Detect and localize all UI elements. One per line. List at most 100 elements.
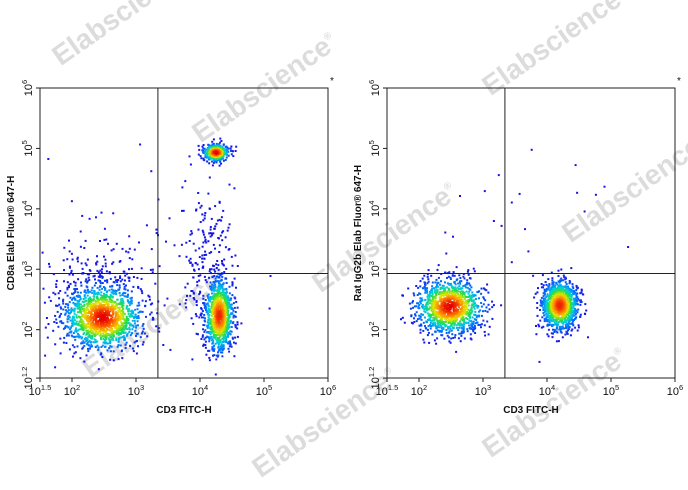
event-dot (122, 311, 125, 314)
event-dot (212, 341, 214, 344)
event-dot (200, 308, 203, 311)
event-dot (207, 349, 210, 352)
event-dot (555, 288, 558, 291)
event-dot (466, 330, 469, 333)
event-dot (105, 336, 108, 339)
event-dot (553, 293, 556, 296)
event-dot (543, 304, 546, 307)
event-dot (445, 292, 447, 295)
event-dot (567, 315, 570, 317)
event-dot (551, 311, 554, 314)
event-dot (563, 327, 566, 330)
event-dot (439, 323, 442, 326)
event-dot (63, 269, 65, 272)
event-dot (485, 306, 488, 309)
event-dot (227, 304, 230, 307)
event-dot (206, 294, 209, 297)
event-dot (462, 318, 465, 321)
event-dot (70, 326, 72, 329)
event-dot (219, 295, 222, 298)
event-dot (71, 273, 74, 276)
event-dot (235, 145, 238, 148)
event-dot (189, 294, 192, 297)
event-dot (128, 326, 131, 329)
event-dot (414, 313, 416, 316)
event-dot (212, 319, 215, 322)
event-dot (547, 312, 550, 315)
event-dot (75, 314, 78, 317)
event-dot (474, 304, 477, 307)
event-dot (118, 328, 121, 331)
event-dot (208, 162, 211, 165)
event-dot (500, 224, 503, 227)
event-dot (115, 339, 118, 342)
event-dot (222, 159, 225, 162)
event-dot (474, 314, 477, 316)
event-dot (205, 311, 208, 313)
event-dot (421, 305, 423, 308)
event-dot (552, 332, 554, 335)
event-dot (97, 346, 100, 349)
event-dot (83, 310, 86, 313)
event-dot (222, 230, 225, 233)
event-dot (140, 277, 143, 280)
event-dot (125, 284, 127, 287)
event-dot (111, 307, 114, 310)
event-dot (442, 323, 444, 326)
event-dot (230, 330, 233, 333)
event-dot (464, 295, 467, 298)
event-dot (218, 313, 221, 315)
event-dot (549, 297, 552, 299)
event-dot (113, 317, 116, 320)
event-dot (70, 330, 73, 333)
event-dot (75, 335, 78, 338)
event-dot (149, 303, 152, 306)
event-dot (101, 307, 104, 310)
event-dot (221, 285, 224, 288)
event-dot (434, 330, 437, 333)
event-dot (123, 285, 126, 288)
event-dot (93, 317, 96, 320)
event-dot (580, 289, 583, 292)
event-dot (235, 286, 237, 289)
event-dot (119, 331, 121, 334)
event-dot (141, 343, 144, 346)
event-dot (100, 291, 103, 294)
event-dot (207, 321, 210, 324)
event-dot (476, 306, 479, 309)
event-dot (594, 193, 597, 196)
event-dot (212, 339, 215, 342)
event-dot (76, 307, 79, 310)
event-dot (223, 153, 226, 156)
event-dot (71, 293, 74, 296)
event-dot (195, 209, 197, 212)
event-dot (82, 320, 85, 323)
event-dot (83, 247, 86, 249)
event-dot (74, 281, 77, 284)
event-dot (67, 304, 70, 307)
event-dot (131, 312, 134, 315)
event-dot (197, 274, 200, 277)
event-dot (151, 268, 154, 271)
event-dot (433, 308, 436, 310)
event-dot (418, 324, 421, 327)
event-dot (492, 304, 495, 307)
event-dot (126, 300, 129, 303)
event-dot (446, 277, 448, 279)
event-dot (95, 262, 98, 265)
event-dot (206, 160, 209, 163)
event-dot (85, 264, 88, 267)
event-dot (533, 296, 536, 299)
event-dot (112, 309, 115, 312)
event-dot (427, 299, 430, 302)
event-dot (126, 328, 129, 331)
event-dot (132, 276, 135, 278)
event-dot (105, 331, 108, 334)
event-dot (465, 307, 468, 310)
event-dot (541, 274, 544, 277)
event-dot (90, 319, 93, 321)
event-dot (455, 350, 458, 353)
event-dot (580, 291, 583, 294)
event-dot (553, 285, 556, 288)
event-dot (205, 281, 208, 284)
